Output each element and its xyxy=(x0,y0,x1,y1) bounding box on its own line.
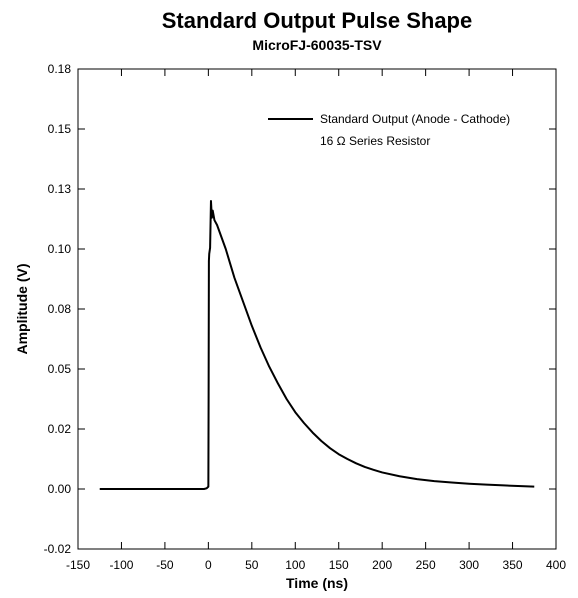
chart-title: Standard Output Pulse Shape xyxy=(162,8,472,33)
legend-entry-standard-output: Standard Output (Anode - Cathode) xyxy=(320,112,510,126)
y-tick-label: -0.02 xyxy=(44,542,72,556)
chart-subtitle: MicroFJ-60035-TSV xyxy=(252,37,382,53)
x-tick-label: 300 xyxy=(459,558,479,572)
x-tick-label: 200 xyxy=(372,558,392,572)
x-axis-ticks: -150 -100 -50 0 50 100 150 200 250 300 350 400 xyxy=(66,69,566,572)
plot-frame xyxy=(77,68,557,550)
y-tick-label: 0.15 xyxy=(48,122,72,136)
y-tick-label: 0.10 xyxy=(48,242,72,256)
y-tick-label: 0.02 xyxy=(48,422,72,436)
y-axis-title: Amplitude (V) xyxy=(14,264,30,355)
x-tick-label: -50 xyxy=(156,558,174,572)
x-tick-label: 350 xyxy=(503,558,523,572)
x-tick-label: 250 xyxy=(416,558,436,572)
legend: Standard Output (Anode - Cathode) 16 Ω S… xyxy=(268,112,510,148)
x-tick-label: 400 xyxy=(546,558,566,572)
y-tick-label: 0.18 xyxy=(48,62,72,76)
x-axis-title: Time (ns) xyxy=(286,575,348,591)
series-line-standard-output xyxy=(99,200,535,490)
y-tick-label: 0.00 xyxy=(48,482,72,496)
x-tick-label: 0 xyxy=(205,558,212,572)
x-tick-label: 150 xyxy=(329,558,349,572)
x-tick-label: -150 xyxy=(66,558,90,572)
y-tick-label: 0.13 xyxy=(48,182,72,196)
x-tick-label: 50 xyxy=(245,558,259,572)
y-tick-label: 0.08 xyxy=(48,302,72,316)
y-tick-label: 0.05 xyxy=(48,362,72,376)
x-tick-label: -100 xyxy=(109,558,133,572)
y-axis-ticks: -0.02 0.00 0.02 0.05 0.08 0.10 0.13 0.15 0.18 xyxy=(44,62,556,556)
legend-note-series-resistor: 16 Ω Series Resistor xyxy=(320,134,430,148)
x-tick-label: 100 xyxy=(285,558,305,572)
